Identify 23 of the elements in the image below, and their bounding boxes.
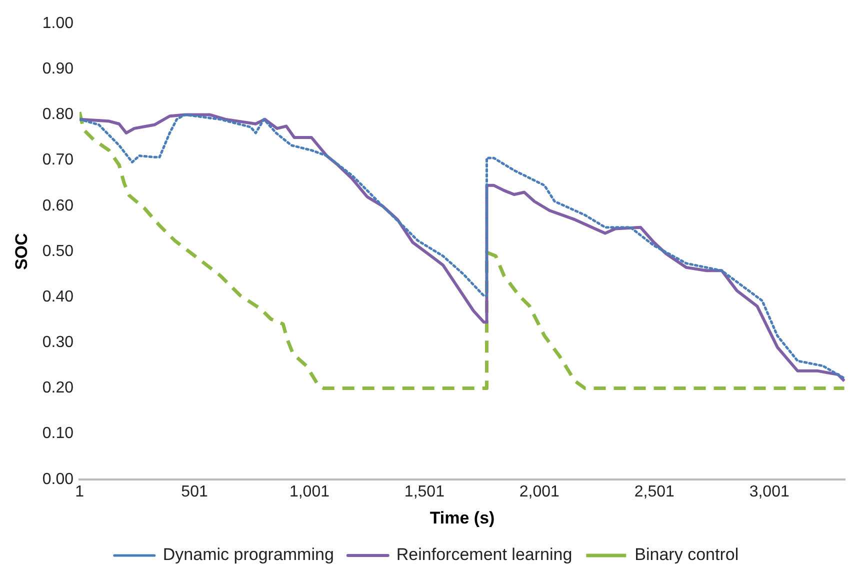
legend-label: Dynamic programming (162, 545, 334, 564)
legend-label: Binary control (634, 545, 739, 564)
y-tick-label: 0.10 (42, 425, 74, 442)
y-axis-title: SOC (12, 233, 31, 270)
legend-label: Reinforcement learning (396, 545, 572, 564)
x-axis-title: Time (s) (430, 508, 495, 528)
y-tick-label: 0.60 (42, 197, 74, 214)
y-tick-label: 0.80 (42, 106, 74, 124)
y-tick-label: 0.30 (42, 334, 74, 352)
y-tick-label: 0.00 (42, 470, 74, 488)
x-tick-label: 1 (75, 483, 84, 500)
y-tick-label: 0.40 (42, 288, 74, 306)
x-tick-label: 2,001 (519, 483, 560, 500)
x-tick-label: 3,001 (749, 483, 790, 500)
y-tick-label: 0.50 (42, 242, 74, 260)
x-tick-label: 1,001 (289, 483, 330, 500)
x-tick-label: 501 (181, 483, 208, 500)
x-tick-label: 2,501 (634, 483, 674, 500)
y-tick-label: 1.00 (42, 15, 74, 32)
y-tick-label: 0.70 (42, 152, 74, 169)
y-tick-label: 0.90 (42, 60, 74, 78)
x-tick-label: 1,501 (404, 483, 445, 500)
y-tick-label: 0.20 (42, 380, 74, 397)
